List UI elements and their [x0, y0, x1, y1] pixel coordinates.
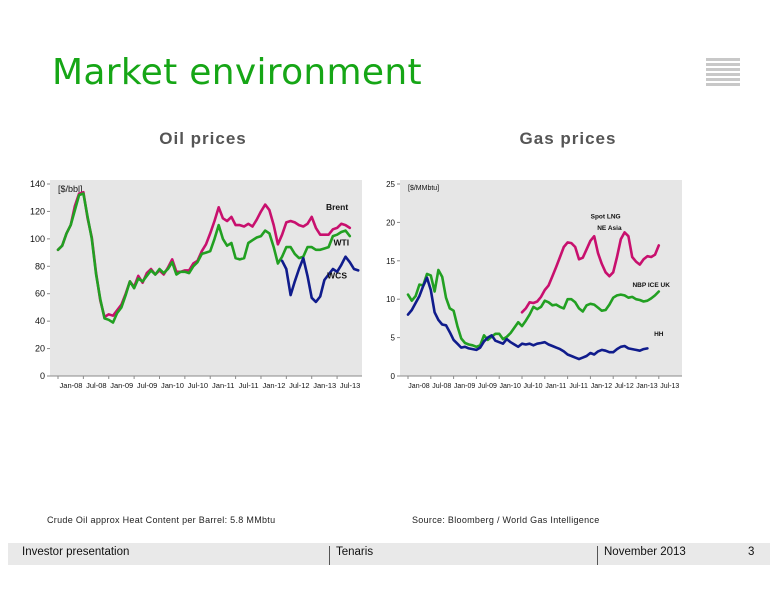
series-annotation: NE Asia — [597, 225, 622, 232]
x-tick-label: Jan-11 — [212, 381, 234, 390]
x-tick-label: Jul-10 — [523, 383, 542, 390]
x-tick-label: Jul-13 — [660, 383, 679, 390]
tenaris-logo-icon — [706, 58, 740, 90]
y-tick-label: 60 — [35, 289, 45, 299]
series-line-spot-lng-ne-asia — [520, 231, 661, 314]
x-tick-label: Jul-11 — [239, 381, 259, 390]
footer-date: November 2013 — [604, 546, 686, 558]
footer-presentation-label: Investor presentation — [22, 546, 130, 558]
heat-content-note: Crude Oil approx Heat Content per Barrel… — [47, 515, 276, 525]
series-annotation: HH — [654, 331, 664, 338]
oil-chart-title: Oil prices — [159, 129, 247, 148]
x-tick-label: Jan-09 — [454, 383, 476, 390]
footer-company-label: Tenaris — [336, 546, 374, 558]
y-tick-label: 80 — [35, 261, 45, 271]
series-line-hh — [406, 276, 649, 361]
x-tick-label: Jul-13 — [340, 381, 360, 390]
x-tick-label: Jan-13 — [313, 381, 336, 390]
x-tick-label: Jan-13 — [636, 383, 658, 390]
y-tick-label: 0 — [391, 372, 396, 381]
y-tick-label: 40 — [35, 316, 45, 326]
footer-divider — [597, 546, 598, 565]
x-tick-label: Jan-09 — [110, 381, 133, 390]
x-tick-label: Jul-09 — [478, 383, 497, 390]
chart-1: 0 5 10 15 20 25 Jan-08 Jul-08 Jan-09 Jul-09 Jan-10… — [386, 180, 682, 390]
series-annotation: NBP ICE UK — [632, 282, 670, 289]
footer-divider — [329, 546, 330, 565]
x-tick-label: Jul-10 — [188, 381, 208, 390]
x-tick-label: Jan-12 — [263, 381, 286, 390]
x-tick-label: Jan-10 — [499, 383, 521, 390]
plot-area — [50, 180, 362, 376]
series-annotation: WCS — [327, 271, 347, 281]
chart-0: 0 20 40 60 80 100 120 140 Jan-08 Jul-08 Jan-09 Jul-… — [30, 179, 362, 390]
footer-bar: Investor presentation Tenaris November 2… — [8, 543, 770, 565]
y-tick-label: 140 — [30, 179, 45, 189]
x-tick-label: Jul-12 — [289, 381, 309, 390]
series-line-brent — [56, 190, 352, 319]
x-tick-label: Jul-12 — [615, 383, 634, 390]
y-tick-label: 15 — [386, 257, 395, 266]
y-tick-label: 20 — [386, 218, 395, 227]
unit-label: [$/MMbtu] — [408, 185, 439, 192]
x-tick-label: Jul-08 — [86, 381, 106, 390]
y-tick-label: 100 — [30, 234, 45, 244]
series-annotation: Brent — [326, 202, 348, 212]
unit-label: [$/bbl] — [58, 184, 83, 194]
x-tick-label: Jan-12 — [591, 383, 613, 390]
x-tick-label: Jul-11 — [569, 383, 588, 390]
slide-title: Market environment — [52, 52, 422, 93]
series-line-nbp-ice-uk — [406, 268, 661, 349]
y-tick-label: 10 — [386, 295, 395, 304]
gas-chart-title: Gas prices — [519, 129, 617, 148]
x-tick-label: Jan-08 — [408, 383, 430, 390]
x-tick-label: Jul-09 — [137, 381, 157, 390]
y-tick-label: 0 — [40, 371, 45, 381]
y-tick-label: 20 — [35, 344, 45, 354]
x-tick-label: Jan-08 — [60, 381, 83, 390]
source-note: Source: Bloomberg / World Gas Intelligen… — [412, 515, 600, 525]
x-tick-label: Jan-11 — [545, 383, 566, 390]
page-number: 3 — [748, 546, 755, 558]
y-tick-label: 25 — [386, 180, 395, 189]
y-tick-label: 5 — [391, 334, 396, 343]
series-annotation: Spot LNG — [591, 214, 621, 221]
series-line-wti — [56, 192, 352, 324]
series-annotation: WTI — [334, 238, 350, 248]
x-tick-label: Jul-08 — [432, 383, 451, 390]
x-tick-label: Jan-10 — [161, 381, 184, 390]
series-line-wcs — [280, 255, 360, 304]
y-tick-label: 120 — [30, 206, 45, 216]
